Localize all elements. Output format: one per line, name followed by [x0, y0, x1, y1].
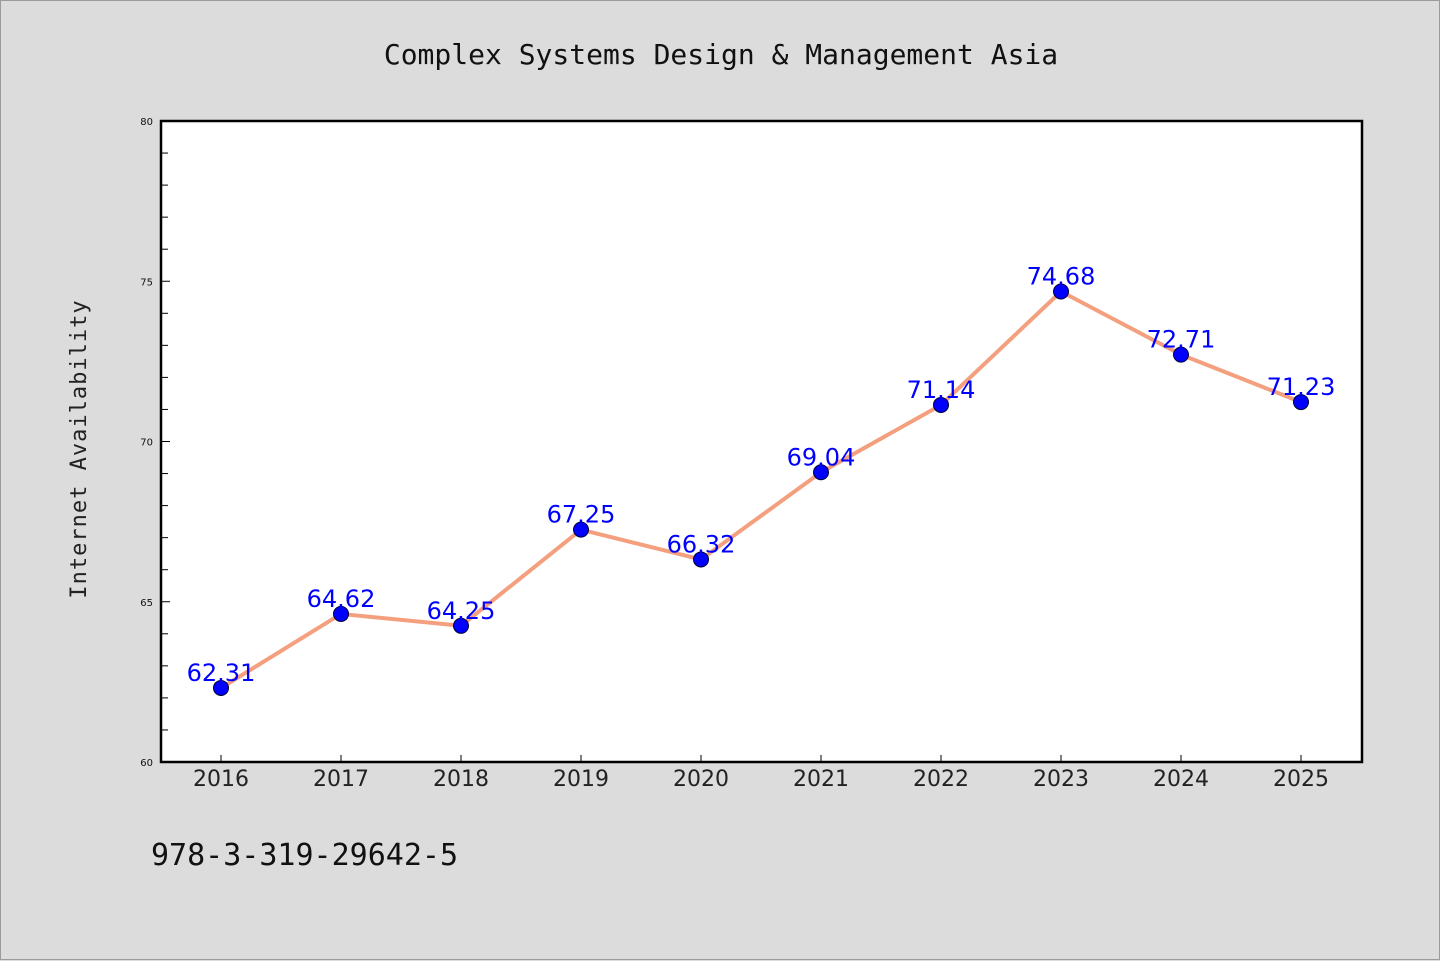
data-label: 69.04: [787, 443, 856, 471]
y-tick-label: 70: [140, 438, 153, 449]
x-tick-label: 2024: [1153, 767, 1209, 792]
x-tick-label: 2018: [433, 767, 489, 792]
data-label: 67.25: [547, 501, 616, 529]
x-tick-label: 2020: [673, 767, 729, 792]
chart-title: Complex Systems Design & Management Asia: [384, 38, 1058, 71]
data-point-marker: [1293, 394, 1309, 411]
y-axis: 60 65 70 75 80: [140, 117, 170, 769]
data-point-marker: [333, 605, 349, 622]
y-tick-label: 80: [140, 117, 153, 128]
data-point-marker: [813, 464, 829, 481]
y-axis-label: Internet Availability: [67, 299, 92, 598]
data-label: 62.31: [187, 659, 256, 687]
data-point-marker: [573, 521, 589, 538]
data-point-marker: [453, 617, 469, 634]
y-tick-label: 75: [140, 277, 153, 288]
y-tick-label: 65: [140, 598, 153, 609]
data-label: 64.25: [427, 597, 496, 625]
isbn-footer: 978-3-319-29642-5: [151, 838, 458, 873]
series-line-group: 62.31 64.62 64.25 67.25 66.32 69.04 71.14 74.68…: [187, 263, 1336, 696]
data-label: 74.68: [1027, 263, 1096, 291]
data-point-marker: [933, 396, 949, 413]
data-point-marker: [1053, 283, 1069, 300]
x-tick-label: 2023: [1033, 767, 1089, 792]
data-label: 71.14: [907, 376, 976, 404]
plot-area: [159, 119, 1364, 764]
x-tick-label: 2022: [913, 767, 969, 792]
x-tick-label: 2021: [793, 767, 849, 792]
y-tick-label: 60: [140, 758, 153, 769]
data-point-marker: [1173, 346, 1189, 363]
x-tick-label: 2019: [553, 767, 609, 792]
x-tick-label: 2017: [313, 767, 369, 792]
data-label: 71.23: [1267, 373, 1336, 401]
data-label: 66.32: [667, 530, 736, 558]
data-point-marker: [213, 679, 229, 696]
data-label: 72.71: [1147, 326, 1216, 354]
x-tick-label: 2016: [193, 767, 249, 792]
series-line: [219, 289, 1303, 690]
data-point-marker: [693, 551, 709, 568]
x-tick-label: 2025: [1273, 767, 1329, 792]
x-axis: 2016 2017 2018 2019 2020 2021 2022 2023 2024 2025: [193, 755, 1329, 792]
data-label: 64.62: [307, 585, 376, 613]
